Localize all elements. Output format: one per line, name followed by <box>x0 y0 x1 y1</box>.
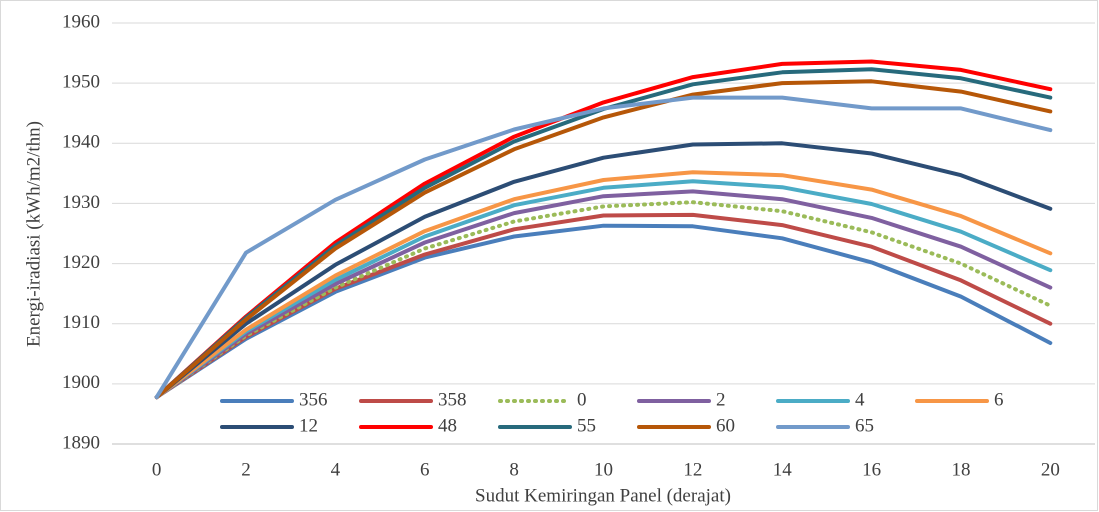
y-tick-label: 1960 <box>62 11 100 32</box>
series-line <box>154 179 1053 400</box>
x-tick-label: 14 <box>773 459 793 480</box>
legend-label: 65 <box>855 415 874 436</box>
x-tick-label: 4 <box>331 459 341 480</box>
y-tick-label: 1910 <box>62 312 100 333</box>
y-tick-label: 1920 <box>62 252 100 273</box>
legend-label: 2 <box>716 389 726 410</box>
y-tick-label: 1900 <box>62 372 100 393</box>
series-line <box>154 95 1053 400</box>
x-tick-label: 0 <box>152 459 162 480</box>
legend-label: 60 <box>716 415 735 436</box>
x-tick-label: 2 <box>241 459 251 480</box>
y-tick-label: 1950 <box>62 72 100 93</box>
legend-label: 358 <box>438 389 467 410</box>
legend-label: 0 <box>577 389 587 410</box>
x-axis-title: Sudut Kemiringan Panel (derajat) <box>475 485 731 506</box>
x-tick-label: 12 <box>683 459 702 480</box>
series-line <box>154 189 1053 400</box>
x-tick-label: 18 <box>951 459 970 480</box>
series-line <box>154 170 1053 400</box>
x-tick-label: 8 <box>509 459 519 480</box>
x-tick-label: 10 <box>594 459 613 480</box>
legend-label: 55 <box>577 415 596 436</box>
series-line <box>154 200 1053 400</box>
series-line <box>154 79 1053 400</box>
series-line <box>154 141 1053 400</box>
y-tick-label: 1930 <box>62 192 100 213</box>
y-axis-title: Energi-iradiasi (kWh/m2/thn) <box>23 121 44 347</box>
x-tick-label: 6 <box>420 459 430 480</box>
x-tick-label: 20 <box>1041 459 1060 480</box>
legend-label: 6 <box>994 389 1004 410</box>
x-tick-label: 16 <box>862 459 881 480</box>
legend-label: 4 <box>855 389 865 410</box>
legend-label: 48 <box>438 415 457 436</box>
legend-label: 12 <box>299 415 318 436</box>
y-tick-label: 1940 <box>62 132 100 153</box>
legend-label: 356 <box>299 389 328 410</box>
series-line <box>154 223 1053 400</box>
y-tick-label: 1890 <box>62 432 100 453</box>
